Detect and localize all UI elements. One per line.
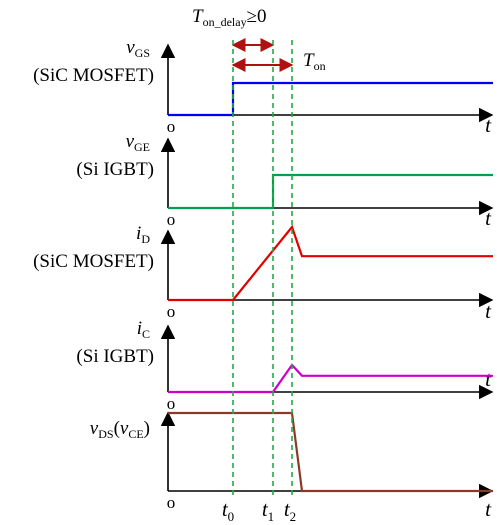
waveform-vgs xyxy=(168,81,493,117)
origin-label: o xyxy=(167,210,176,229)
time-axis-label: t xyxy=(485,367,492,391)
waveform-vds xyxy=(168,411,493,493)
time-marker-labels: t0 t1 t2 xyxy=(222,497,296,524)
marker-label-t2: t2 xyxy=(284,497,296,524)
device-label: (Si IGBT) xyxy=(76,346,154,367)
panel-vgs: vGS (SiC MOSFET) o t xyxy=(33,37,494,137)
signal-label: vGS xyxy=(126,37,150,60)
origin-label: o xyxy=(167,493,176,512)
device-label: (Si IGBT) xyxy=(76,159,154,180)
time-axis-label: t xyxy=(485,206,492,230)
waveform-vge xyxy=(168,173,493,210)
time-axis-label: t xyxy=(485,497,492,521)
marker-label-t0: t0 xyxy=(222,497,234,524)
t-on-delay-label: Ton_delay≥0 xyxy=(192,6,267,29)
marker-label-t1: t1 xyxy=(262,497,274,524)
time-axis-label: t xyxy=(485,299,492,323)
waveform-id xyxy=(168,224,493,302)
signal-label: iC xyxy=(137,318,150,341)
device-label: (SiC MOSFET) xyxy=(33,251,154,272)
waveform-ic xyxy=(168,363,493,394)
origin-label: o xyxy=(167,117,176,136)
time-marker-lines xyxy=(232,40,293,495)
origin-label: o xyxy=(167,302,176,321)
panel-ic: iC (Si IGBT) o t xyxy=(76,318,494,413)
panel-vge: vGE (Si IGBT) o t xyxy=(76,131,494,230)
waveform-panels: vGS (SiC MOSFET) o t vGE (Si IGBT) o t iD (SiC MO… xyxy=(33,37,494,521)
signal-label: vGE xyxy=(126,131,150,154)
header-annotations: Ton_delay≥0 Ton xyxy=(192,6,326,73)
origin-label: o xyxy=(167,394,176,413)
signal-label: iD xyxy=(136,223,150,246)
t-on-label: Ton xyxy=(303,50,326,73)
signal-label: vDS(vCE) xyxy=(90,418,150,441)
panel-vds: vDS(vCE) o t xyxy=(90,411,494,521)
device-label: (SiC MOSFET) xyxy=(33,65,154,86)
time-axis-label: t xyxy=(485,113,492,137)
panel-id: iD (SiC MOSFET) o t xyxy=(33,223,494,323)
